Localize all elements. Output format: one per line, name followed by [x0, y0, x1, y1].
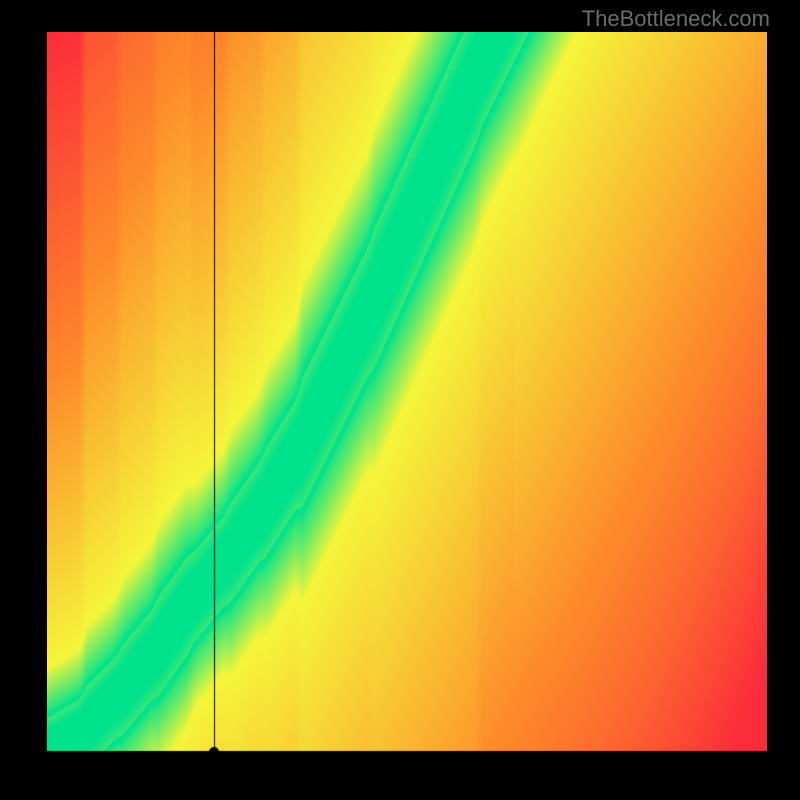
watermark-text: TheBottleneck.com	[582, 6, 770, 32]
bottleneck-heatmap-chart	[47, 32, 767, 752]
heatmap-canvas	[47, 32, 767, 752]
